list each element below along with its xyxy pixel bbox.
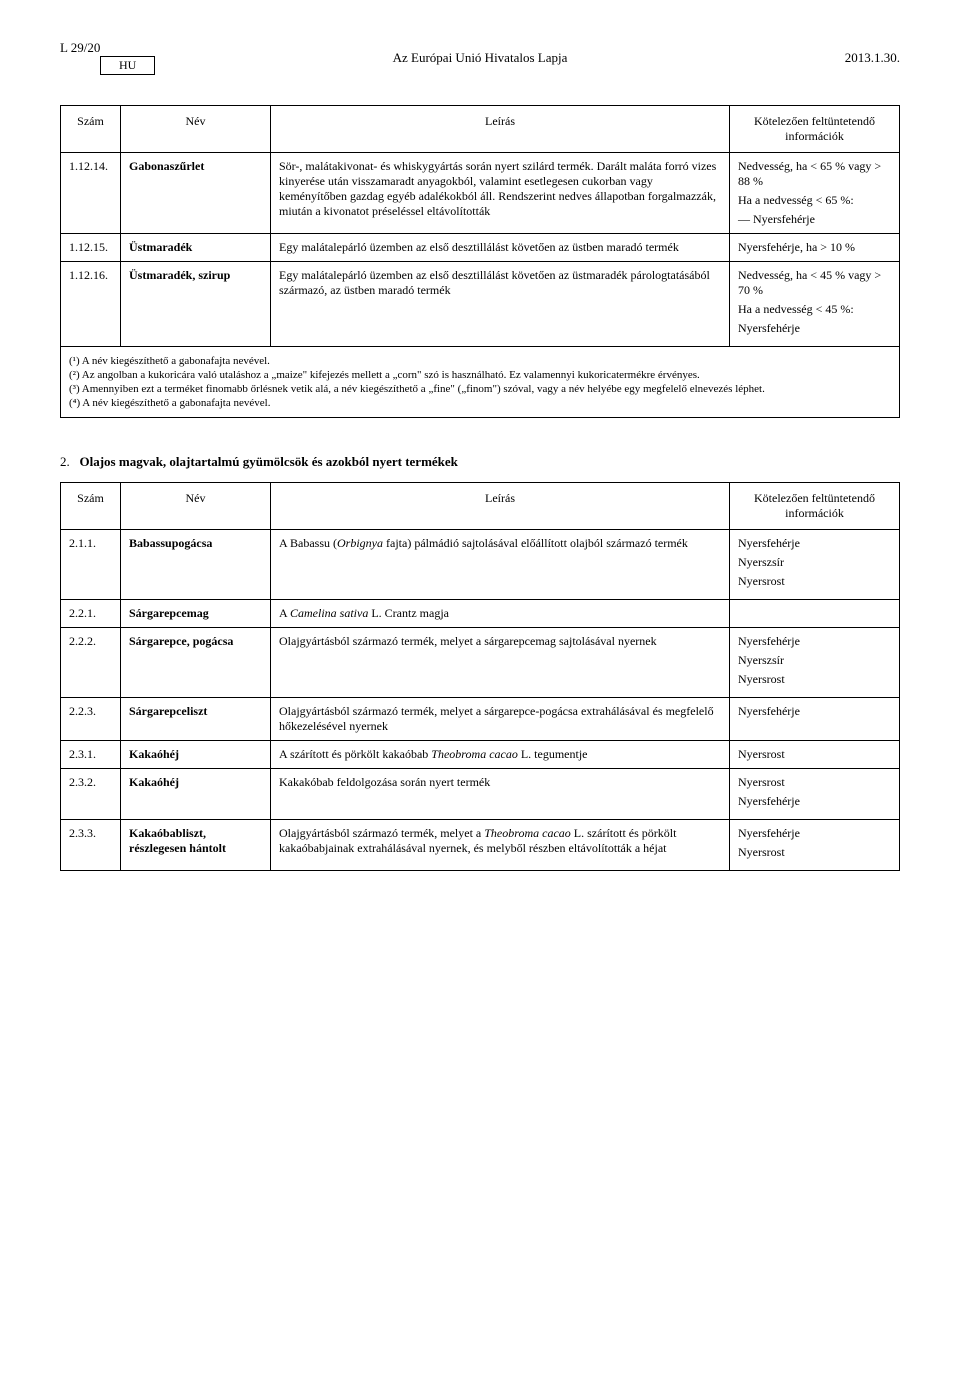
cell-info: Nyersfehérje Nyerszsír Nyersrost (730, 628, 900, 698)
th-num: Szám (61, 483, 121, 530)
cell-info: Nyersfehérje (730, 698, 900, 741)
page-ref: L 29/20 (60, 40, 100, 55)
table-row: 2.3.1. Kakaóhéj A szárított és pörkölt k… (61, 741, 900, 769)
cell-info: Nedvesség, ha < 65 % vagy > 88 % Ha a ne… (730, 153, 900, 234)
th-info: Kötelezően feltüntetendő információk (730, 106, 900, 153)
info-line: Ha a nedvesség < 65 %: (738, 193, 891, 208)
cell-desc: Olajgyártásból származó termék, melyet a… (271, 628, 730, 698)
footnote: (⁴) A név kiegészíthető a gabonafajta ne… (69, 397, 891, 409)
table-header-row: Szám Név Leírás Kötelezően feltüntetendő… (61, 106, 900, 153)
table-row: 1.12.14. Gabonaszűrlet Sör-, malátakivon… (61, 153, 900, 234)
section-title-text: Olajos magvak, olajtartalmú gyümölcsök é… (80, 454, 458, 469)
cell-name: Kakaóhéj (121, 769, 271, 820)
info-line: Nyersfehérje (738, 826, 891, 841)
info-line: Nyerszsír (738, 555, 891, 570)
cell-name: Üstmaradék (121, 234, 271, 262)
th-num: Szám (61, 106, 121, 153)
section-num: 2. (60, 454, 70, 469)
cell-name: Gabonaszűrlet (121, 153, 271, 234)
cell-num: 2.2.3. (61, 698, 121, 741)
cell-num: 2.3.3. (61, 820, 121, 871)
cell-info: Nedvesség, ha < 45 % vagy > 70 % Ha a ne… (730, 262, 900, 347)
info-line: Nyersrost (738, 775, 891, 790)
table-2: Szám Név Leírás Kötelezően feltüntetendő… (60, 482, 900, 871)
page-header: L 29/20 HU Az Európai Unió Hivatalos Lap… (60, 40, 900, 75)
cell-name: Babassupogácsa (121, 530, 271, 600)
cell-name: Kakaóbabliszt, részlegesen hántolt (121, 820, 271, 871)
info-line: Nedvesség, ha < 45 % vagy > 70 % (738, 268, 891, 298)
table-row: 2.3.2. Kakaóhéj Kakakóbab feldolgozása s… (61, 769, 900, 820)
info-line: Nyersfehérje (738, 536, 891, 551)
cell-num: 1.12.15. (61, 234, 121, 262)
cell-name: Kakaóhéj (121, 741, 271, 769)
info-line: Nyersfehérje (738, 794, 891, 809)
cell-name: Sárgarepce, pogácsa (121, 628, 271, 698)
info-line: — Nyersfehérje (738, 212, 891, 227)
table-row: 2.1.1. Babassupogácsa A Babassu (Orbigny… (61, 530, 900, 600)
cell-desc: Kakakóbab feldolgozása során nyert termé… (271, 769, 730, 820)
info-line: Nyersrost (738, 574, 891, 589)
info-line: Nedvesség, ha < 65 % vagy > 88 % (738, 159, 891, 189)
footnotes: (¹) A név kiegészíthető a gabonafajta ne… (60, 347, 900, 418)
cell-info: Nyersfehérje Nyersrost (730, 820, 900, 871)
header-left: L 29/20 HU (60, 40, 180, 75)
cell-desc: Sör-, malátakivonat- és whiskygyártás so… (271, 153, 730, 234)
cell-num: 2.1.1. (61, 530, 121, 600)
info-line: Nyersrost (738, 845, 891, 860)
info-line: Nyersfehérje (738, 634, 891, 649)
info-line: Nyerszsír (738, 653, 891, 668)
table-header-row: Szám Név Leírás Kötelezően feltüntetendő… (61, 483, 900, 530)
cell-info: Nyersrost Nyersfehérje (730, 769, 900, 820)
info-line: Nyersfehérje (738, 321, 891, 336)
cell-num: 2.3.2. (61, 769, 121, 820)
info-line: Nyersrost (738, 672, 891, 687)
table-row: 2.3.3. Kakaóbabliszt, részlegesen hántol… (61, 820, 900, 871)
cell-name: Sárgarepcemag (121, 600, 271, 628)
cell-name: Sárgarepceliszt (121, 698, 271, 741)
cell-desc: Olajgyártásból származó termék, melyet a… (271, 820, 730, 871)
cell-num: 2.2.1. (61, 600, 121, 628)
cell-num: 2.3.1. (61, 741, 121, 769)
th-info: Kötelezően feltüntetendő információk (730, 483, 900, 530)
cell-num: 1.12.16. (61, 262, 121, 347)
language-box: HU (100, 56, 155, 75)
section-2-title: 2. Olajos magvak, olajtartalmú gyümölcsö… (60, 454, 900, 470)
th-name: Név (121, 106, 271, 153)
table-row: 1.12.15. Üstmaradék Egy malátalepárló üz… (61, 234, 900, 262)
th-name: Név (121, 483, 271, 530)
cell-name: Üstmaradék, szirup (121, 262, 271, 347)
table-row: 2.2.3. Sárgarepceliszt Olajgyártásból sz… (61, 698, 900, 741)
info-line: Ha a nedvesség < 45 %: (738, 302, 891, 317)
th-desc: Leírás (271, 483, 730, 530)
cell-num: 2.2.2. (61, 628, 121, 698)
table-row: 1.12.16. Üstmaradék, szirup Egy malátale… (61, 262, 900, 347)
footnote: (¹) A név kiegészíthető a gabonafajta ne… (69, 355, 891, 367)
cell-desc: A Camelina sativa L. Crantz magja (271, 600, 730, 628)
table-row: 2.2.2. Sárgarepce, pogácsa Olajgyártásbó… (61, 628, 900, 698)
cell-info: Nyersrost (730, 741, 900, 769)
cell-desc: A szárított és pörkölt kakaóbab Theobrom… (271, 741, 730, 769)
cell-info: Nyersfehérje Nyerszsír Nyersrost (730, 530, 900, 600)
cell-num: 1.12.14. (61, 153, 121, 234)
table-1: Szám Név Leírás Kötelezően feltüntetendő… (60, 105, 900, 347)
table-row: 2.2.1. Sárgarepcemag A Camelina sativa L… (61, 600, 900, 628)
footnote: (²) Az angolban a kukoricára való utalás… (69, 369, 891, 381)
cell-desc: Egy malátalepárló üzemben az első deszti… (271, 262, 730, 347)
journal-title: Az Európai Unió Hivatalos Lapja (180, 50, 780, 66)
cell-info (730, 600, 900, 628)
cell-info: Nyersfehérje, ha > 10 % (730, 234, 900, 262)
cell-desc: Egy malátalepárló üzemben az első deszti… (271, 234, 730, 262)
footnote: (³) Amennyiben ezt a terméket finomabb ő… (69, 383, 891, 395)
cell-desc: Olajgyártásból származó termék, melyet a… (271, 698, 730, 741)
th-desc: Leírás (271, 106, 730, 153)
header-date: 2013.1.30. (780, 50, 900, 66)
cell-desc: A Babassu (Orbignya fajta) pálmádió sajt… (271, 530, 730, 600)
